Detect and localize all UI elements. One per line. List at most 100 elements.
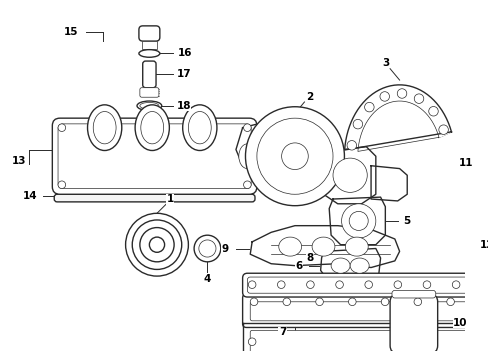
Ellipse shape	[243, 124, 251, 131]
Ellipse shape	[250, 298, 257, 306]
Ellipse shape	[149, 237, 164, 252]
Ellipse shape	[341, 204, 375, 238]
Bar	[142, 41, 157, 49]
Text: 6: 6	[295, 261, 302, 271]
Text: 9: 9	[222, 243, 228, 253]
Text: 1: 1	[166, 194, 174, 204]
Ellipse shape	[451, 281, 459, 288]
Ellipse shape	[137, 101, 162, 111]
Ellipse shape	[335, 281, 343, 288]
Ellipse shape	[194, 235, 220, 262]
Ellipse shape	[87, 105, 122, 150]
Ellipse shape	[422, 281, 430, 288]
Text: 15: 15	[64, 27, 79, 37]
Polygon shape	[370, 166, 407, 201]
Text: 2: 2	[306, 92, 313, 102]
Ellipse shape	[306, 281, 314, 288]
Ellipse shape	[278, 237, 301, 256]
Text: 11: 11	[458, 158, 472, 168]
Ellipse shape	[346, 140, 356, 150]
Text: 3: 3	[382, 58, 389, 68]
Ellipse shape	[349, 258, 368, 273]
Ellipse shape	[381, 298, 388, 306]
Ellipse shape	[248, 281, 255, 288]
Ellipse shape	[393, 281, 401, 288]
Text: 12: 12	[479, 240, 488, 250]
Polygon shape	[236, 118, 308, 175]
Ellipse shape	[413, 94, 423, 103]
Ellipse shape	[93, 112, 116, 144]
Ellipse shape	[248, 357, 255, 360]
Ellipse shape	[446, 298, 453, 306]
Text: 17: 17	[176, 69, 190, 80]
Ellipse shape	[135, 105, 169, 150]
Ellipse shape	[248, 338, 255, 346]
Ellipse shape	[188, 112, 211, 144]
Ellipse shape	[58, 181, 65, 189]
Ellipse shape	[352, 120, 362, 129]
Ellipse shape	[379, 92, 389, 101]
Ellipse shape	[315, 298, 323, 306]
Ellipse shape	[245, 107, 344, 206]
FancyBboxPatch shape	[139, 26, 160, 41]
Text: 13: 13	[12, 156, 26, 166]
FancyBboxPatch shape	[250, 330, 486, 360]
Ellipse shape	[277, 281, 285, 288]
Ellipse shape	[140, 103, 159, 109]
Polygon shape	[250, 226, 399, 267]
FancyBboxPatch shape	[142, 61, 156, 88]
FancyBboxPatch shape	[242, 294, 488, 328]
Polygon shape	[320, 248, 380, 283]
Ellipse shape	[428, 107, 437, 116]
Ellipse shape	[364, 102, 373, 112]
Ellipse shape	[479, 298, 486, 306]
Ellipse shape	[256, 118, 332, 194]
Text: 16: 16	[178, 49, 192, 58]
Ellipse shape	[330, 258, 349, 273]
FancyBboxPatch shape	[242, 273, 488, 297]
Text: 5: 5	[403, 216, 410, 226]
Ellipse shape	[183, 105, 217, 150]
Polygon shape	[321, 147, 375, 204]
Ellipse shape	[481, 281, 488, 288]
Text: 18: 18	[176, 101, 190, 111]
Text: 4: 4	[203, 274, 211, 284]
Ellipse shape	[396, 89, 406, 98]
Ellipse shape	[345, 237, 367, 256]
Ellipse shape	[140, 228, 174, 262]
Ellipse shape	[141, 112, 163, 144]
Ellipse shape	[125, 213, 188, 276]
FancyBboxPatch shape	[391, 291, 435, 298]
Polygon shape	[344, 85, 450, 152]
FancyBboxPatch shape	[247, 277, 488, 293]
FancyBboxPatch shape	[250, 302, 486, 321]
Polygon shape	[328, 197, 385, 245]
Text: 8: 8	[306, 253, 313, 263]
Ellipse shape	[481, 338, 488, 346]
FancyBboxPatch shape	[52, 118, 256, 194]
Ellipse shape	[243, 181, 251, 189]
Ellipse shape	[413, 298, 421, 306]
FancyBboxPatch shape	[140, 88, 159, 97]
Polygon shape	[242, 323, 488, 360]
Ellipse shape	[311, 237, 334, 256]
Ellipse shape	[438, 125, 447, 134]
Text: 7: 7	[278, 327, 285, 337]
Ellipse shape	[470, 185, 483, 204]
Ellipse shape	[139, 50, 160, 57]
Ellipse shape	[348, 298, 355, 306]
Ellipse shape	[481, 357, 488, 360]
FancyBboxPatch shape	[54, 194, 254, 202]
Ellipse shape	[332, 158, 366, 192]
Ellipse shape	[283, 298, 290, 306]
Text: 14: 14	[23, 191, 38, 201]
Ellipse shape	[199, 240, 216, 257]
Ellipse shape	[132, 220, 182, 269]
FancyBboxPatch shape	[58, 124, 251, 189]
Text: 10: 10	[452, 318, 467, 328]
Ellipse shape	[348, 211, 367, 230]
Ellipse shape	[58, 124, 65, 131]
FancyBboxPatch shape	[389, 294, 437, 353]
Ellipse shape	[364, 281, 372, 288]
Ellipse shape	[238, 144, 255, 168]
